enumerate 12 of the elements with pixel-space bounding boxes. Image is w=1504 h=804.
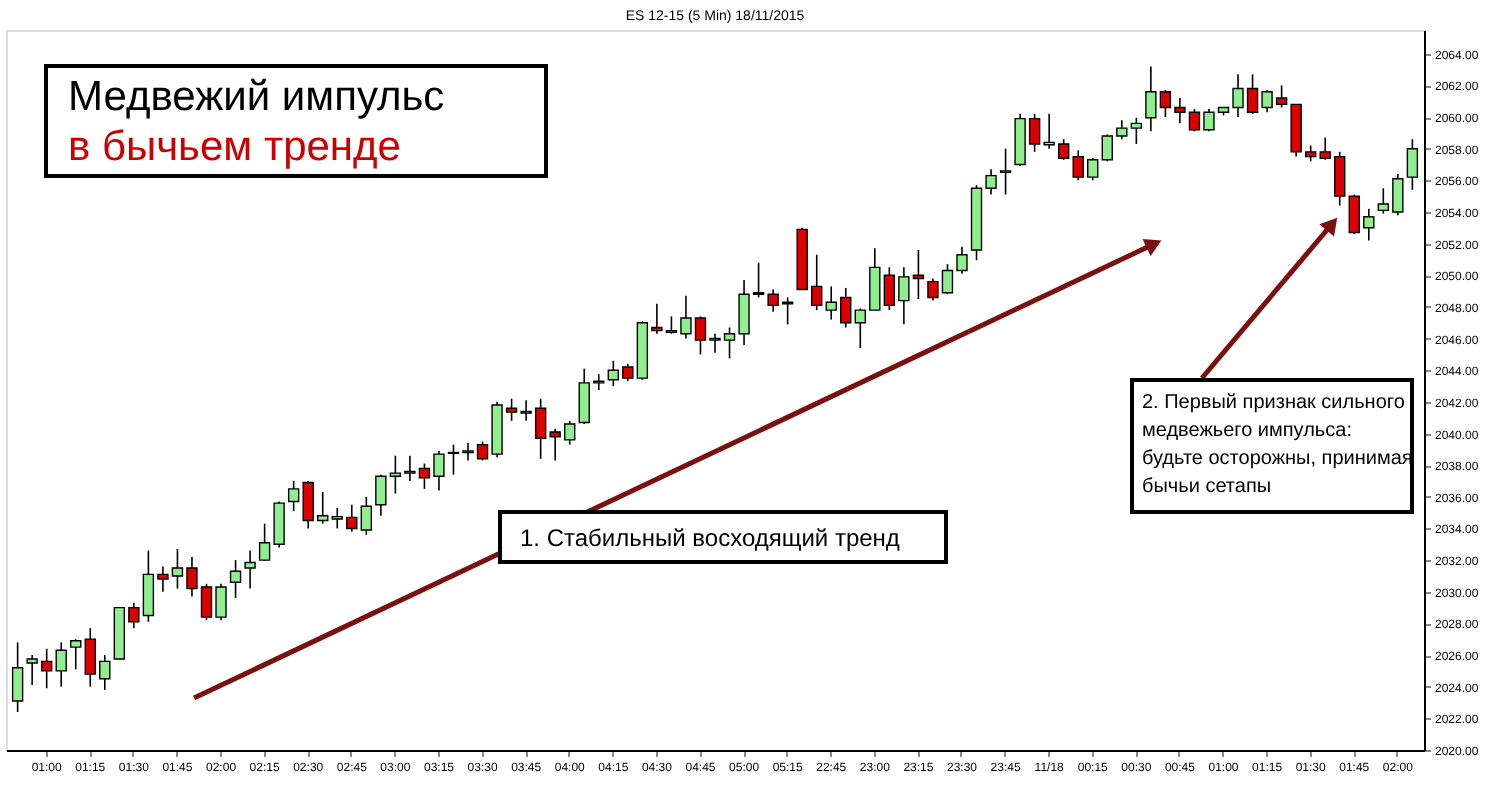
annotation: 2. Первый признак сильного медвежьего импульса: будьте осторожны, принимая бычьи сетапы — [1142, 392, 1413, 498]
candlestick — [11, 641, 24, 713]
annotation: в бычьем тренде — [68, 124, 401, 170]
candlestick — [1406, 138, 1419, 191]
annotation: 1. Стабильный восходящий тренд — [520, 524, 900, 552]
candlestick — [244, 549, 256, 590]
annotation: Медвежий импульс — [68, 74, 445, 120]
candlestick — [55, 641, 67, 688]
candlestick — [229, 559, 242, 599]
candlestick — [360, 496, 373, 536]
candlestick — [999, 147, 1012, 196]
candlestick — [70, 638, 82, 671]
